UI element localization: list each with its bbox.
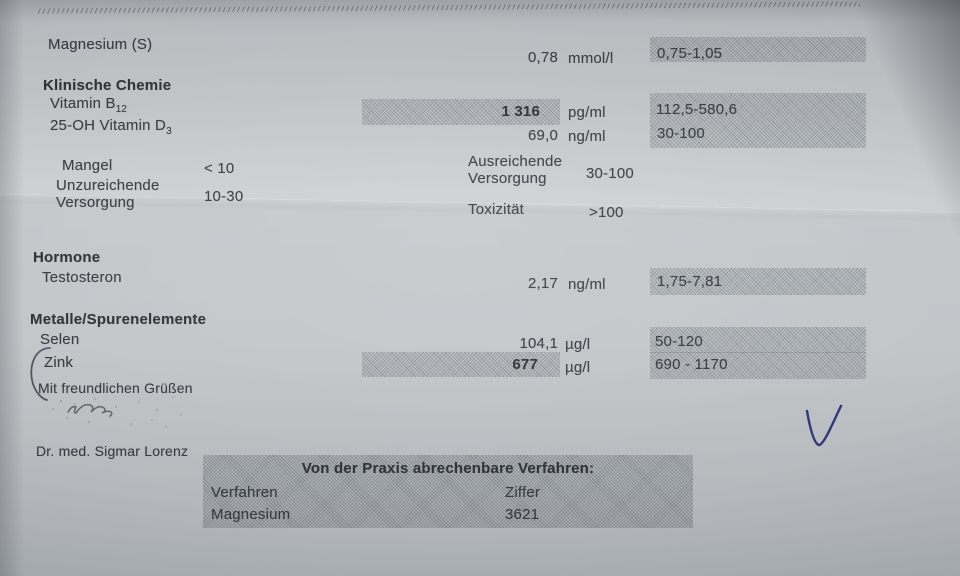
legend-label-mangel: Mangel — [62, 157, 113, 174]
section-title-hormone: Hormone — [33, 249, 101, 266]
analyte-value-magnesium: 0,78 — [528, 49, 558, 66]
analyte-label-magnesium: Magnesium (S) — [48, 36, 153, 53]
billing-table: Von der Praxis abrechenbare Verfahren: V… — [203, 455, 693, 528]
signature — [67, 403, 113, 417]
legend-value-mangel: < 10 — [204, 160, 235, 177]
analyte-label-testosteron: Testosteron — [42, 269, 122, 286]
analyte-range-zink: 690 - 1170 — [655, 356, 728, 373]
analyte-range-vitamin-b12: 112,5-580,6 — [656, 101, 738, 118]
legend-value-toxizitaet: >100 — [589, 204, 624, 221]
legend-label-toxizitaet: Toxizität — [468, 201, 524, 218]
billing-header-verfahren: Verfahren — [211, 484, 278, 501]
range-band-zink — [650, 352, 866, 379]
vitamin-d3-subscript: 3 — [166, 126, 172, 137]
analyte-value-selen: 104,1 — [519, 335, 558, 352]
analyte-label-selen: Selen — [40, 331, 80, 348]
analyte-unit-selen: µg/l — [565, 336, 591, 353]
range-band-vitamin-d3 — [650, 121, 866, 148]
analyte-unit-zink: µg/l — [565, 359, 591, 376]
section-title-klinische-chemie: Klinische Chemie — [43, 77, 172, 94]
analyte-value-vitamin-d3: 69,0 — [528, 127, 558, 144]
analyte-range-testosteron: 1,75-7,81 — [657, 273, 723, 290]
range-band-magnesium — [650, 37, 866, 62]
analyte-unit-magnesium: mmol/l — [568, 50, 614, 67]
billing-title: Von der Praxis abrechenbare Verfahren: — [301, 460, 595, 477]
pen-circle-icon — [30, 347, 51, 401]
stamp-smudge — [60, 400, 62, 402]
pen-checkmark-icon — [805, 404, 843, 447]
value-band-vitamin-b12 — [362, 99, 560, 125]
analyte-label-vitamin-d3: 25-OH Vitamin D3 — [50, 117, 172, 137]
analyte-unit-vitamin-b12: pg/ml — [568, 104, 606, 121]
legend-value-unzureichend: 10-30 — [204, 188, 244, 205]
billing-header-ziffer: Ziffer — [505, 484, 541, 501]
range-band-selen — [650, 327, 866, 353]
vitamin-b12-subscript: 12 — [115, 104, 127, 115]
analyte-unit-vitamin-d3: ng/ml — [568, 128, 606, 145]
analyte-label-vitamin-b12: Vitamin B12 — [50, 95, 127, 115]
analyte-label-zink: Zink — [44, 354, 74, 371]
analyte-range-vitamin-d3: 30-100 — [657, 125, 705, 142]
legend-label-unzureichend: Unzureichende Versorgung — [56, 177, 160, 211]
range-band-testosteron — [650, 268, 866, 295]
analyte-value-zink: 677 — [512, 356, 538, 373]
section-title-metalle: Metalle/Spurenelemente — [30, 311, 207, 328]
legend-label-ausreichend: Ausreichende Versorgung — [468, 153, 563, 187]
analyte-range-selen: 50-120 — [655, 333, 703, 350]
billing-row-ziffer: 3621 — [505, 506, 540, 523]
separator-squiggle-line — [37, 1, 861, 14]
analyte-range-magnesium: 0,75-1,05 — [657, 45, 723, 62]
range-band-vitamin-b12 — [650, 93, 866, 121]
doctor-name: Dr. med. Sigmar Lorenz — [36, 443, 189, 459]
billing-row-verfahren: Magnesium — [211, 506, 291, 523]
vitamin-d3-label-text: 25-OH Vitamin D — [50, 117, 167, 134]
closing-greeting: Mit freundlichen Grüßen — [38, 380, 193, 396]
legend-value-ausreichend: 30-100 — [586, 165, 634, 182]
analyte-value-vitamin-b12: 1 316 — [501, 103, 540, 120]
analyte-value-testosteron: 2,17 — [528, 275, 558, 292]
analyte-unit-testosteron: ng/ml — [568, 276, 606, 293]
value-band-zink — [362, 352, 560, 377]
vitamin-b12-label-text: Vitamin B — [50, 95, 116, 112]
